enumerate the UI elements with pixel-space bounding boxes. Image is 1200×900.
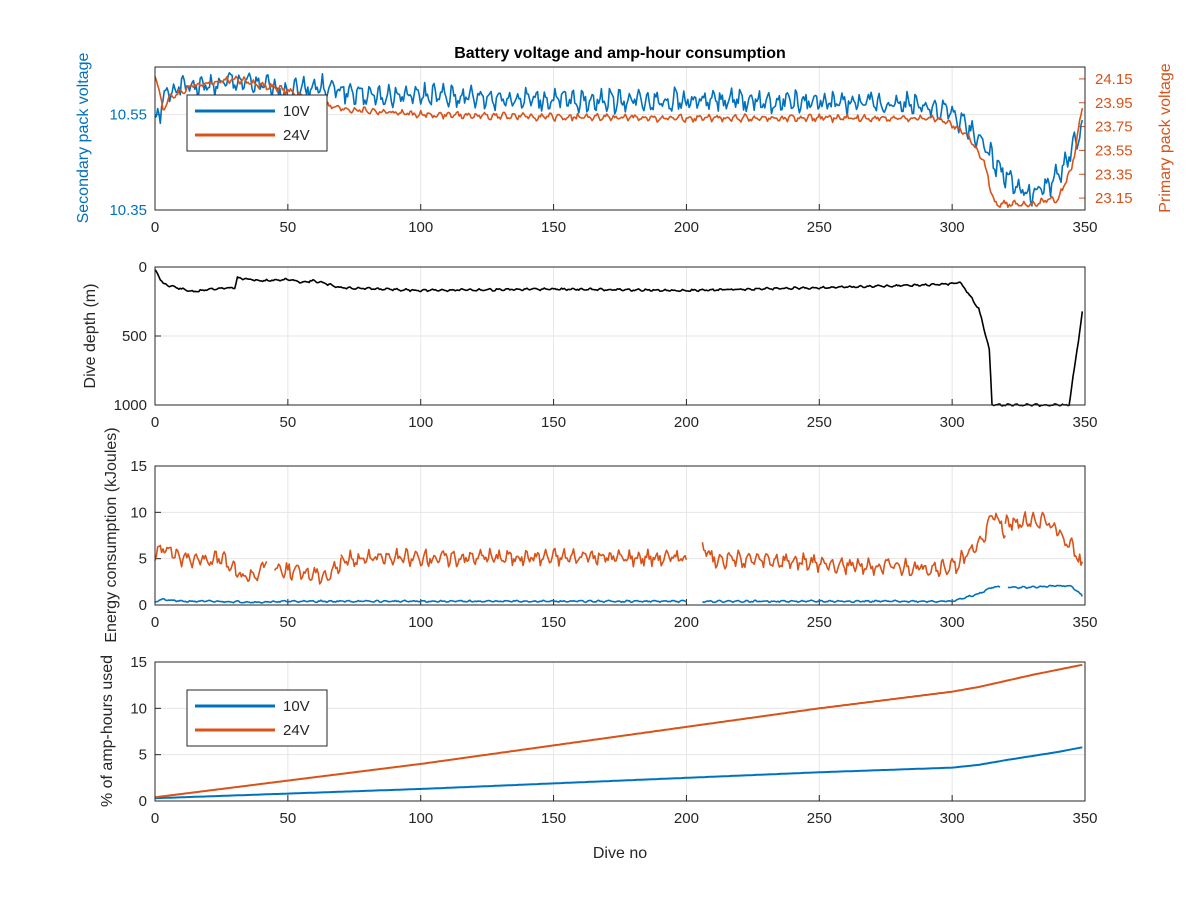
x-tick-label: 350 — [1072, 414, 1097, 431]
x-tick-label: 300 — [940, 414, 965, 431]
x-tick-label: 250 — [807, 614, 832, 631]
x-tick-label: 100 — [408, 219, 433, 236]
y-tick-label: 5 — [139, 551, 147, 568]
x-tick-label: 100 — [408, 810, 433, 827]
legend-label-10v: 10V — [283, 698, 310, 715]
y-tick-label: 5 — [139, 747, 147, 764]
axes-box — [154, 266, 1086, 406]
y-tick-label: 15 — [130, 654, 147, 671]
series-line-10v — [1007, 584, 1083, 597]
x-tick-label: 350 — [1072, 219, 1097, 236]
x-tick-label: 200 — [674, 614, 699, 631]
x-tick-label: 0 — [151, 614, 159, 631]
x-tick-label: 50 — [280, 614, 297, 631]
x-tick-label: 50 — [280, 414, 297, 431]
series-line-24v — [154, 544, 268, 583]
series-line-10v — [154, 746, 1083, 800]
x-tick-label: 300 — [940, 614, 965, 631]
ylabel-depth: Dive depth (m) — [82, 284, 99, 389]
panel-voltage: Secondary pack voltage Primary pack volt… — [75, 53, 1174, 236]
series-line-10v — [702, 585, 1001, 604]
x-tick-label: 250 — [807, 810, 832, 827]
x-tick-label: 350 — [1072, 810, 1097, 827]
y-tick-label: 0 — [139, 597, 147, 614]
series-line-24v — [340, 547, 688, 568]
series-line-24v — [273, 557, 342, 585]
x-tick-label: 150 — [541, 614, 566, 631]
ylabel-left-voltage: Secondary pack voltage — [75, 53, 92, 224]
legend-label-24v: 24V — [283, 127, 310, 144]
series-line-depth — [154, 269, 1084, 407]
y-tick-label: 0 — [139, 793, 147, 810]
axes-box — [154, 465, 1086, 606]
x-tick-label: 150 — [541, 810, 566, 827]
y-tick-label: 15 — [130, 458, 147, 475]
y-tick-label-right: 23.55 — [1095, 142, 1133, 159]
x-tick-label: 300 — [940, 810, 965, 827]
y-tick-label: 500 — [122, 328, 147, 345]
x-tick-label: 0 — [151, 810, 159, 827]
legend-label-24v: 24V — [283, 722, 310, 739]
y-tick-label: 0 — [139, 259, 147, 276]
series-line-24v — [701, 512, 1007, 578]
x-tick-label: 100 — [408, 614, 433, 631]
y-tick-label-right: 23.95 — [1095, 95, 1133, 112]
x-tick-label: 150 — [541, 219, 566, 236]
x-tick-label: 0 — [151, 219, 159, 236]
y-tick-label-right: 23.75 — [1095, 119, 1133, 136]
x-tick-label: 200 — [674, 219, 699, 236]
series-line-10v — [154, 597, 687, 604]
figure-title: Battery voltage and amp-hour consumption — [454, 45, 786, 62]
y-tick-label: 1000 — [114, 397, 147, 414]
y-tick-label-left: 10.55 — [109, 107, 147, 124]
x-tick-label: 300 — [940, 219, 965, 236]
y-tick-label: 10 — [130, 700, 147, 717]
y-tick-label-right: 24.15 — [1095, 71, 1133, 88]
y-tick-label-left: 10.35 — [109, 202, 147, 219]
x-tick-label: 150 — [541, 414, 566, 431]
x-tick-label: 200 — [674, 414, 699, 431]
y-tick-label-right: 23.15 — [1095, 190, 1133, 207]
y-tick-label-right: 23.35 — [1095, 166, 1133, 183]
y-tick-label: 10 — [130, 504, 147, 521]
x-tick-label: 350 — [1072, 614, 1097, 631]
ylabel-energy: Energy consumption (kJoules) — [103, 427, 120, 642]
x-tick-label: 250 — [807, 414, 832, 431]
panel-depth: Dive depth (m) 0 50 100 150 200 250 300 350 0 500… — [82, 259, 1098, 431]
axes-box — [154, 66, 1086, 211]
ylabel-amp-hours: % of amp-hours used — [99, 655, 116, 807]
series-line-24v — [1004, 511, 1084, 566]
legend-box — [186, 94, 328, 152]
x-tick-label: 250 — [807, 219, 832, 236]
panel-amp-hours: % of amp-hours used Dive no 0 50 100 150 200… — [99, 654, 1098, 862]
ylabel-right-voltage: Primary pack voltage — [1157, 63, 1174, 212]
x-tick-label: 50 — [280, 219, 297, 236]
legend-label-10v: 10V — [283, 103, 310, 120]
x-tick-label: 200 — [674, 810, 699, 827]
x-tick-label: 0 — [151, 414, 159, 431]
x-tick-label: 100 — [408, 414, 433, 431]
xlabel: Dive no — [593, 845, 647, 862]
axes-box — [154, 661, 1086, 802]
x-tick-label: 50 — [280, 810, 297, 827]
legend-box — [186, 689, 328, 747]
series-line-24v — [154, 663, 1083, 799]
panel-energy: Energy consumption (kJoules) 0 50 100 150 20… — [103, 427, 1098, 642]
